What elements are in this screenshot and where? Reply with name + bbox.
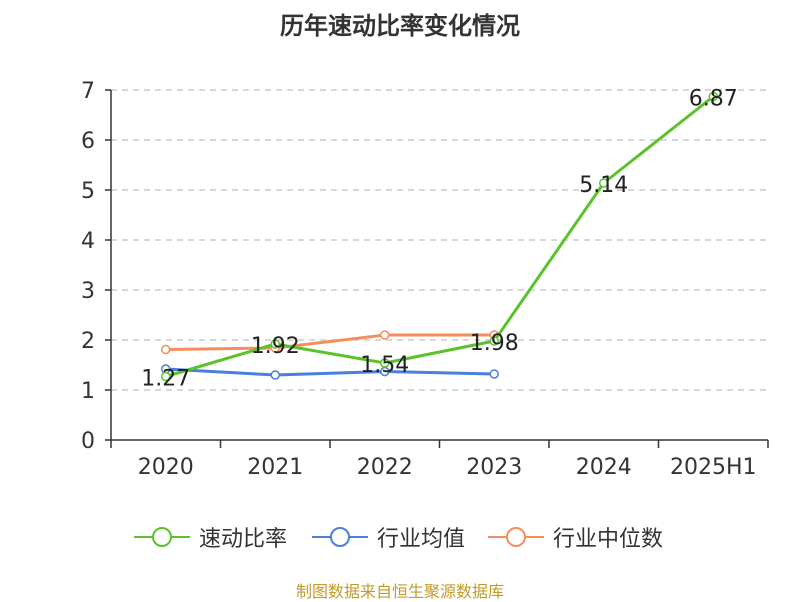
data-label: 1.92 xyxy=(251,334,300,359)
data-point xyxy=(489,336,499,346)
y-tick-label: 1 xyxy=(81,379,95,404)
data-label: 1.54 xyxy=(360,353,409,378)
data-point xyxy=(380,330,390,340)
data-point xyxy=(161,344,171,355)
data-point xyxy=(599,178,609,188)
data-point xyxy=(161,371,171,382)
x-tick-label: 2020 xyxy=(138,455,194,480)
x-tick-label: 2021 xyxy=(247,455,303,480)
y-tick-label: 4 xyxy=(81,229,95,254)
data-point xyxy=(489,369,499,379)
x-tick-label: 2023 xyxy=(466,455,522,480)
series-line xyxy=(165,333,495,351)
legend-label-industry-mean: 行业均值 xyxy=(377,527,466,552)
legend-label-quick-ratio: 速动比率 xyxy=(199,527,288,552)
legend: 速动比率 行业均值 行业中位数 xyxy=(0,520,800,554)
data-point xyxy=(380,358,390,368)
y-tick-label: 0 xyxy=(81,429,95,454)
legend-marker-industry-median xyxy=(488,527,544,547)
data-label: 5.14 xyxy=(579,173,628,198)
data-point xyxy=(708,91,718,102)
x-tick-label: 2024 xyxy=(576,455,632,480)
legend-marker-industry-mean xyxy=(312,527,368,547)
data-label: 1.98 xyxy=(470,331,519,356)
legend-item-industry-mean[interactable]: 行业均值 xyxy=(311,520,465,554)
legend-label-industry-median: 行业中位数 xyxy=(553,527,664,552)
legend-item-industry-median[interactable]: 行业中位数 xyxy=(487,520,663,554)
legend-marker-quick-ratio xyxy=(134,527,190,547)
data-point xyxy=(270,370,280,380)
legend-item-quick-ratio[interactable]: 速动比率 xyxy=(133,520,287,554)
series-line xyxy=(165,367,495,377)
data-label: 6.87 xyxy=(689,87,738,112)
y-tick-label: 7 xyxy=(81,79,95,104)
y-tick-label: 3 xyxy=(81,279,95,304)
y-tick-label: 2 xyxy=(81,329,95,354)
y-tick-label: 5 xyxy=(81,179,95,204)
data-point xyxy=(270,339,280,349)
series-line xyxy=(165,95,715,378)
x-tick-label: 2022 xyxy=(357,455,413,480)
y-tick-label: 6 xyxy=(81,129,95,154)
data-label: 1.27 xyxy=(141,367,190,392)
x-tick-label: 2025H1 xyxy=(670,455,757,480)
source-footnote: 制图数据来自恒生聚源数据库 xyxy=(295,582,504,601)
chart-title: 历年速动比率变化情况 xyxy=(280,12,520,40)
